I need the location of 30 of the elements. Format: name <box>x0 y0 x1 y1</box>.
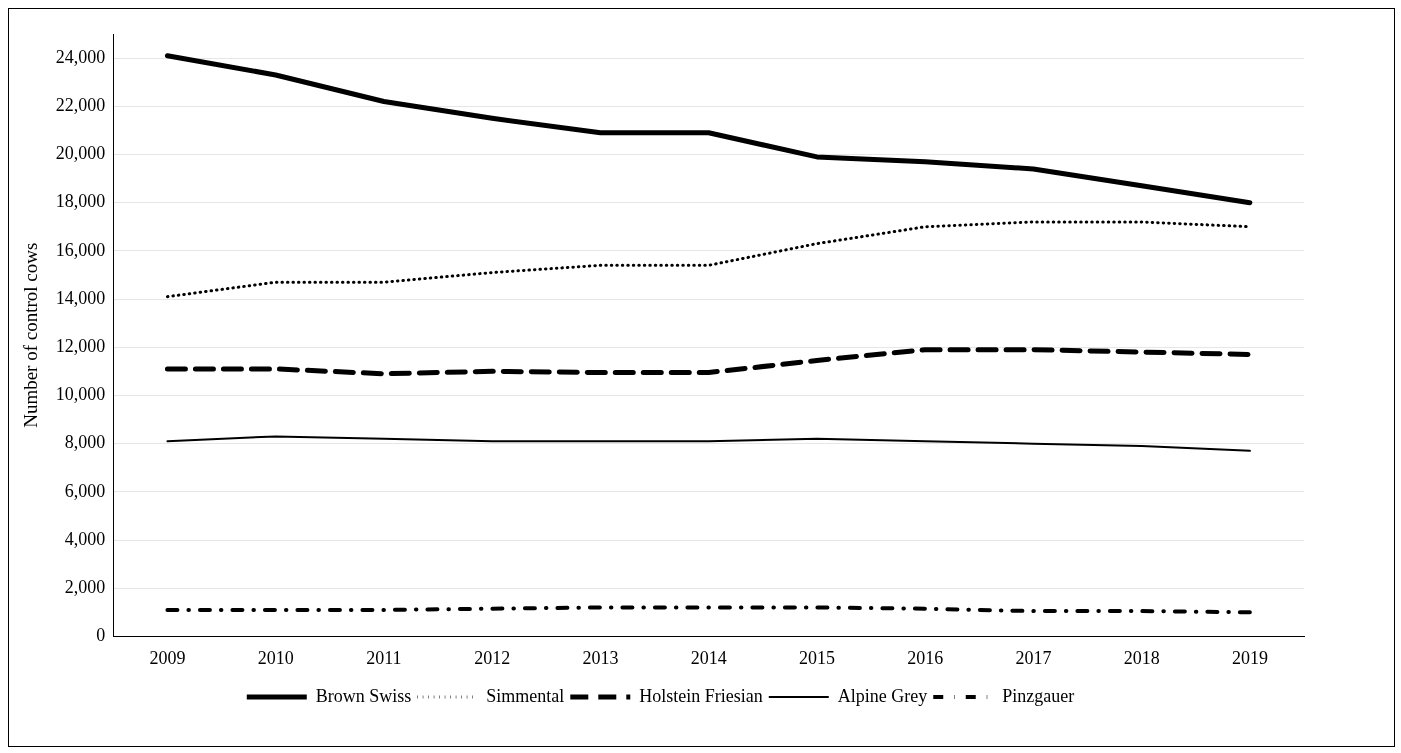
x-tick-label: 2013 <box>582 647 619 668</box>
y-tick-label: 18,000 <box>55 191 106 212</box>
y-tick-label: 6,000 <box>64 480 106 501</box>
y-tick-label: 8,000 <box>64 432 106 453</box>
x-tick-label: 2015 <box>798 647 835 668</box>
x-tick-label: 2019 <box>1231 647 1268 668</box>
legend-label: Pinzgauer <box>1002 685 1075 706</box>
x-tick-label: 2018 <box>1123 647 1160 668</box>
y-tick-label: 4,000 <box>64 528 106 549</box>
legend-label: Alpine Grey <box>837 685 928 706</box>
x-tick-label: 2011 <box>366 647 402 668</box>
x-tick-label: 2009 <box>149 647 186 668</box>
legend-label: Holstein Friesian <box>639 685 763 706</box>
x-tick-label: 2010 <box>257 647 294 668</box>
x-tick-label: 2017 <box>1015 647 1052 668</box>
y-tick-label: 24,000 <box>55 46 106 67</box>
x-tick-label: 2014 <box>690 647 727 668</box>
x-tick-label: 2016 <box>907 647 944 668</box>
y-tick-label: 16,000 <box>55 239 106 260</box>
legend-label: Brown Swiss <box>315 685 412 706</box>
y-tick-label: 14,000 <box>55 287 106 308</box>
y-tick-label: 10,000 <box>55 384 106 405</box>
y-tick-label: 2,000 <box>64 576 106 597</box>
y-tick-label: 22,000 <box>55 95 106 116</box>
y-tick-label: 0 <box>96 625 106 646</box>
y-tick-label: 20,000 <box>55 143 106 164</box>
y-axis-title: Number of control cows <box>20 242 42 428</box>
y-tick-label: 12,000 <box>55 335 106 356</box>
x-tick-label: 2012 <box>474 647 511 668</box>
legend-label: Simmental <box>486 685 565 706</box>
